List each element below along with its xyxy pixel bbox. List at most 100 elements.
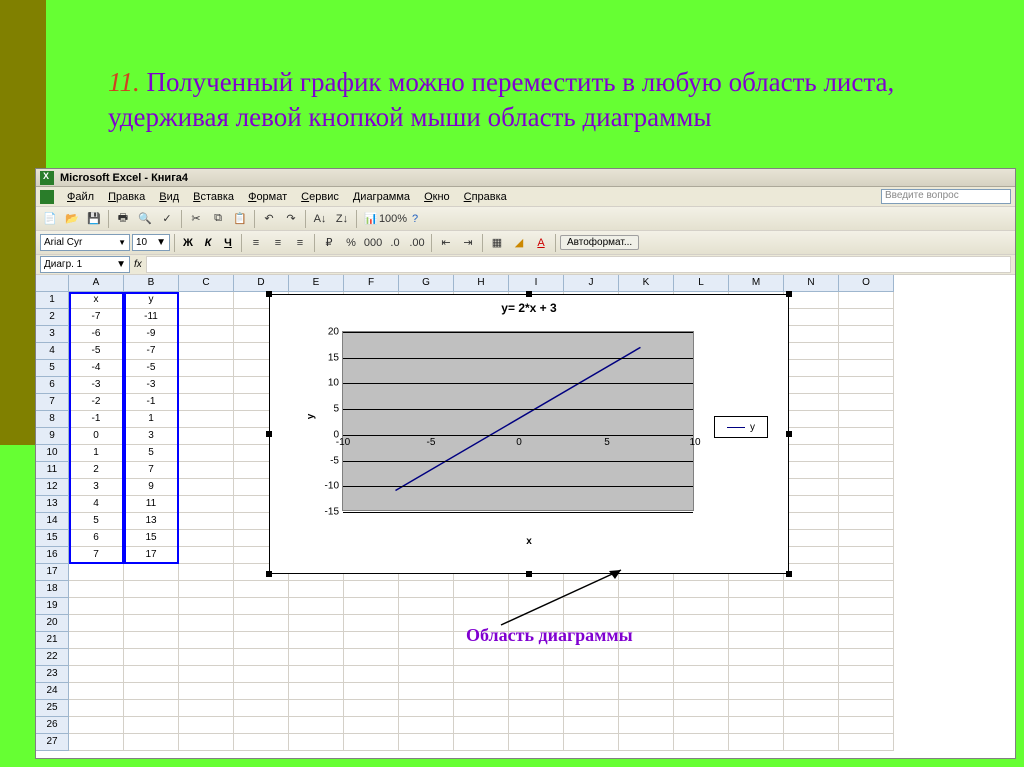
cell-C11[interactable] xyxy=(179,462,234,479)
cell-J19[interactable] xyxy=(564,598,619,615)
cell-B3[interactable]: -9 xyxy=(124,326,179,343)
col-header-O[interactable]: O xyxy=(839,275,894,292)
row-header-2[interactable]: 2 xyxy=(36,309,69,326)
col-header-I[interactable]: I xyxy=(509,275,564,292)
select-all-corner[interactable] xyxy=(36,275,69,292)
cell-E26[interactable] xyxy=(289,717,344,734)
cell-N12[interactable] xyxy=(784,479,839,496)
cell-B16[interactable]: 17 xyxy=(124,547,179,564)
formula-input[interactable] xyxy=(146,256,1011,273)
cell-O6[interactable] xyxy=(839,377,894,394)
cell-A3[interactable]: -6 xyxy=(69,326,124,343)
cell-E18[interactable] xyxy=(289,581,344,598)
cell-C7[interactable] xyxy=(179,394,234,411)
workbook-icon[interactable] xyxy=(40,190,54,204)
align-center-icon[interactable]: ≡ xyxy=(268,233,288,253)
align-left-icon[interactable]: ≡ xyxy=(246,233,266,253)
underline-button[interactable]: Ч xyxy=(219,234,237,252)
cell-D19[interactable] xyxy=(234,598,289,615)
percent-icon[interactable]: % xyxy=(341,233,361,253)
cell-H24[interactable] xyxy=(454,683,509,700)
cell-N16[interactable] xyxy=(784,547,839,564)
cell-N8[interactable] xyxy=(784,411,839,428)
cell-C17[interactable] xyxy=(179,564,234,581)
cell-C24[interactable] xyxy=(179,683,234,700)
cell-G18[interactable] xyxy=(399,581,454,598)
cell-H22[interactable] xyxy=(454,649,509,666)
row-header-21[interactable]: 21 xyxy=(36,632,69,649)
cell-F25[interactable] xyxy=(344,700,399,717)
menu-вставка[interactable]: Вставка xyxy=(186,189,241,205)
cell-D22[interactable] xyxy=(234,649,289,666)
question-box[interactable]: Введите вопрос xyxy=(881,189,1011,204)
cell-D25[interactable] xyxy=(234,700,289,717)
cell-M20[interactable] xyxy=(729,615,784,632)
cell-A20[interactable] xyxy=(69,615,124,632)
cell-B24[interactable] xyxy=(124,683,179,700)
cell-I27[interactable] xyxy=(509,734,564,751)
cell-C9[interactable] xyxy=(179,428,234,445)
zoom-icon[interactable]: 100% xyxy=(383,209,403,229)
cell-F20[interactable] xyxy=(344,615,399,632)
redo-icon[interactable]: ↷ xyxy=(281,209,301,229)
cell-O2[interactable] xyxy=(839,309,894,326)
cell-G21[interactable] xyxy=(399,632,454,649)
copy-icon[interactable]: ⧉ xyxy=(208,209,228,229)
cell-B12[interactable]: 9 xyxy=(124,479,179,496)
cell-N21[interactable] xyxy=(784,632,839,649)
col-header-A[interactable]: A xyxy=(69,275,124,292)
menu-формат[interactable]: Формат xyxy=(241,189,294,205)
cell-N2[interactable] xyxy=(784,309,839,326)
cell-I26[interactable] xyxy=(509,717,564,734)
cell-M25[interactable] xyxy=(729,700,784,717)
cell-C12[interactable] xyxy=(179,479,234,496)
row-header-9[interactable]: 9 xyxy=(36,428,69,445)
cell-A10[interactable]: 1 xyxy=(69,445,124,462)
cell-B13[interactable]: 11 xyxy=(124,496,179,513)
cell-K24[interactable] xyxy=(619,683,674,700)
cell-A23[interactable] xyxy=(69,666,124,683)
cell-K23[interactable] xyxy=(619,666,674,683)
cell-A15[interactable]: 6 xyxy=(69,530,124,547)
cell-A5[interactable]: -4 xyxy=(69,360,124,377)
chart-title[interactable]: y= 2*x + 3 xyxy=(270,295,788,317)
cell-O11[interactable] xyxy=(839,462,894,479)
currency-icon[interactable]: ₽ xyxy=(319,233,339,253)
cell-N1[interactable] xyxy=(784,292,839,309)
row-header-16[interactable]: 16 xyxy=(36,547,69,564)
cell-E25[interactable] xyxy=(289,700,344,717)
cell-C14[interactable] xyxy=(179,513,234,530)
cell-A17[interactable] xyxy=(69,564,124,581)
cell-D18[interactable] xyxy=(234,581,289,598)
row-header-15[interactable]: 15 xyxy=(36,530,69,547)
cell-D20[interactable] xyxy=(234,615,289,632)
cell-F22[interactable] xyxy=(344,649,399,666)
cell-O19[interactable] xyxy=(839,598,894,615)
cell-H19[interactable] xyxy=(454,598,509,615)
cell-A26[interactable] xyxy=(69,717,124,734)
row-header-14[interactable]: 14 xyxy=(36,513,69,530)
print-icon[interactable]: 🖶 xyxy=(113,209,133,229)
cell-G24[interactable] xyxy=(399,683,454,700)
cell-A6[interactable]: -3 xyxy=(69,377,124,394)
col-header-J[interactable]: J xyxy=(564,275,619,292)
cell-A18[interactable] xyxy=(69,581,124,598)
plot-area[interactable]: 20151050-5-10-15-10-50510 xyxy=(342,331,694,511)
cell-A2[interactable]: -7 xyxy=(69,309,124,326)
new-icon[interactable]: 📄 xyxy=(40,209,60,229)
cell-G26[interactable] xyxy=(399,717,454,734)
autoformat-button[interactable]: Автоформат... xyxy=(560,235,639,250)
cell-L25[interactable] xyxy=(674,700,729,717)
cell-N27[interactable] xyxy=(784,734,839,751)
cell-B5[interactable]: -5 xyxy=(124,360,179,377)
cell-N17[interactable] xyxy=(784,564,839,581)
cell-O24[interactable] xyxy=(839,683,894,700)
cell-B19[interactable] xyxy=(124,598,179,615)
cell-C3[interactable] xyxy=(179,326,234,343)
cell-K18[interactable] xyxy=(619,581,674,598)
cell-I23[interactable] xyxy=(509,666,564,683)
cell-G23[interactable] xyxy=(399,666,454,683)
name-box[interactable]: Диагр. 1▼ xyxy=(40,256,130,273)
cell-N22[interactable] xyxy=(784,649,839,666)
cell-L20[interactable] xyxy=(674,615,729,632)
